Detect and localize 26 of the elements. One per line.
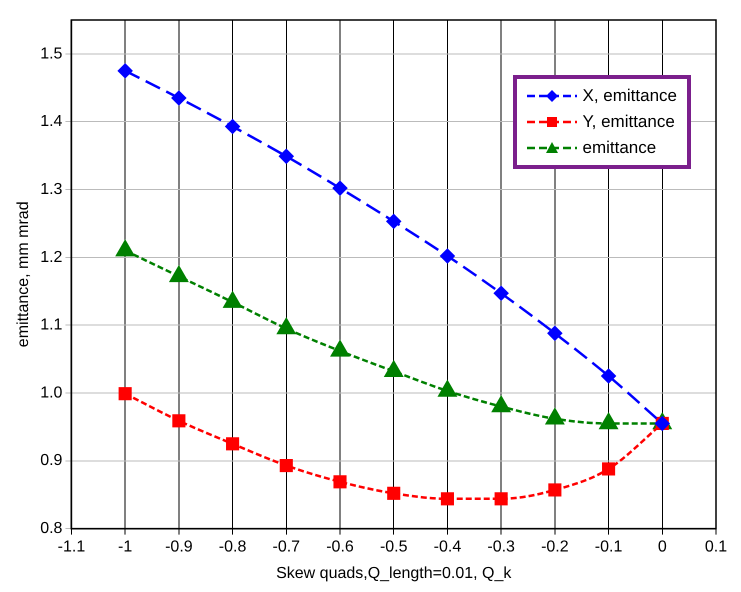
y-tick-label: 1.3 bbox=[40, 180, 63, 198]
y-tick-label: 1.4 bbox=[40, 113, 63, 130]
legend-label: Y, emittance bbox=[582, 112, 675, 132]
x-tick-label: -0.8 bbox=[218, 538, 246, 556]
y-tick-label: 0.9 bbox=[40, 452, 63, 470]
legend-label: X, emittance bbox=[582, 86, 677, 106]
x-tick-label: -0.4 bbox=[434, 538, 462, 556]
y-tick-label: 1.5 bbox=[40, 45, 63, 62]
x-tick-label: -0.6 bbox=[326, 538, 354, 556]
x-tick-label: -1.1 bbox=[58, 538, 86, 556]
x-tick-label: -0.2 bbox=[541, 538, 569, 556]
x-tick-label: -0.5 bbox=[380, 538, 408, 556]
x-tick-label: -1 bbox=[118, 538, 132, 556]
x-tick-label: -0.7 bbox=[272, 538, 300, 556]
legend-label: emittance bbox=[582, 138, 656, 158]
y-axis-title: emittance, mm mrad bbox=[15, 201, 32, 348]
y-tick-label: 0.8 bbox=[40, 520, 63, 538]
y-tick-label: 1.1 bbox=[40, 316, 63, 334]
x-tick-label: 0 bbox=[658, 538, 667, 556]
y-tick-label: 1.2 bbox=[40, 248, 63, 266]
x-tick-label: -0.3 bbox=[487, 538, 516, 556]
y-tick-label: 1.0 bbox=[40, 384, 63, 402]
x-axis-title: Skew quads,Q_length=0.01, Q_k bbox=[276, 564, 512, 582]
x-tick-label: -0.1 bbox=[594, 538, 622, 556]
x-tick-label: -0.9 bbox=[165, 538, 193, 556]
x-tick-label: 0.1 bbox=[704, 538, 728, 556]
